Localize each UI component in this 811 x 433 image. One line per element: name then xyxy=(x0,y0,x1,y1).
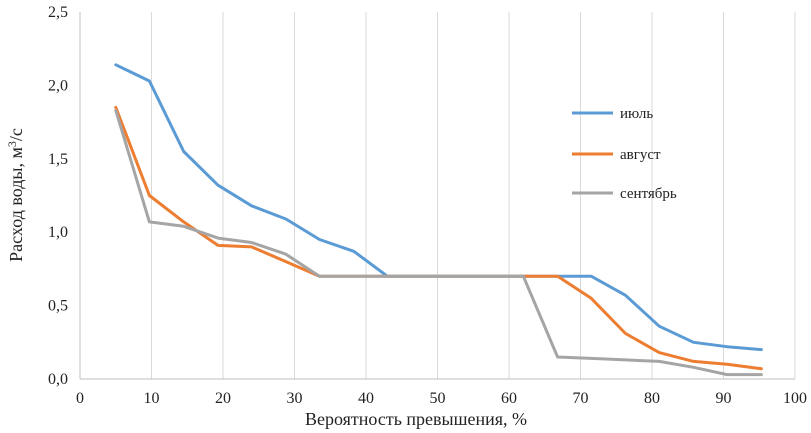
legend-label-2: август xyxy=(620,147,661,163)
y-axis-title-tail: /с xyxy=(6,128,26,141)
x-tick-label: 80 xyxy=(644,390,660,407)
x-tick-label: 20 xyxy=(215,390,231,407)
legend: июль август сентябрь xyxy=(572,106,677,202)
y-axis-title: Расход воды, м3/с xyxy=(5,128,26,262)
y-tick-label: 0,0 xyxy=(48,371,68,388)
x-tick-label: 50 xyxy=(430,390,446,407)
tick-labels: 0 10 20 30 40 50 60 70 80 90 100 0,0 0,5 1,0 1,5 2,0 2,5 xyxy=(48,4,807,407)
grid-lines xyxy=(151,12,796,379)
y-tick-label: 1,0 xyxy=(48,224,68,241)
y-axis-title-main: Расход воды, м xyxy=(6,147,26,262)
legend-label-1: июль xyxy=(620,106,653,122)
x-tick-label: 90 xyxy=(716,390,732,407)
y-tick-label: 2,0 xyxy=(48,77,68,94)
x-tick-label: 30 xyxy=(287,390,303,407)
x-tick-label: 60 xyxy=(501,390,517,407)
y-tick-label: 0,5 xyxy=(48,298,68,315)
y-tick-label: 1,5 xyxy=(48,151,68,168)
x-tick-label: 70 xyxy=(573,390,589,407)
x-axis-title: Вероятность превышения, % xyxy=(305,409,527,429)
axes xyxy=(79,12,795,380)
legend-label-3: сентябрь xyxy=(620,186,677,202)
x-tick-label: 100 xyxy=(783,390,807,407)
x-tick-label: 10 xyxy=(144,390,160,407)
y-axis-title-sup: 3 xyxy=(5,141,19,147)
x-tick-label: 40 xyxy=(358,390,374,407)
y-tick-label: 2,5 xyxy=(48,4,68,21)
series-lines xyxy=(114,63,763,377)
series-line-3 xyxy=(114,108,763,377)
x-tick-label: 0 xyxy=(76,390,84,407)
